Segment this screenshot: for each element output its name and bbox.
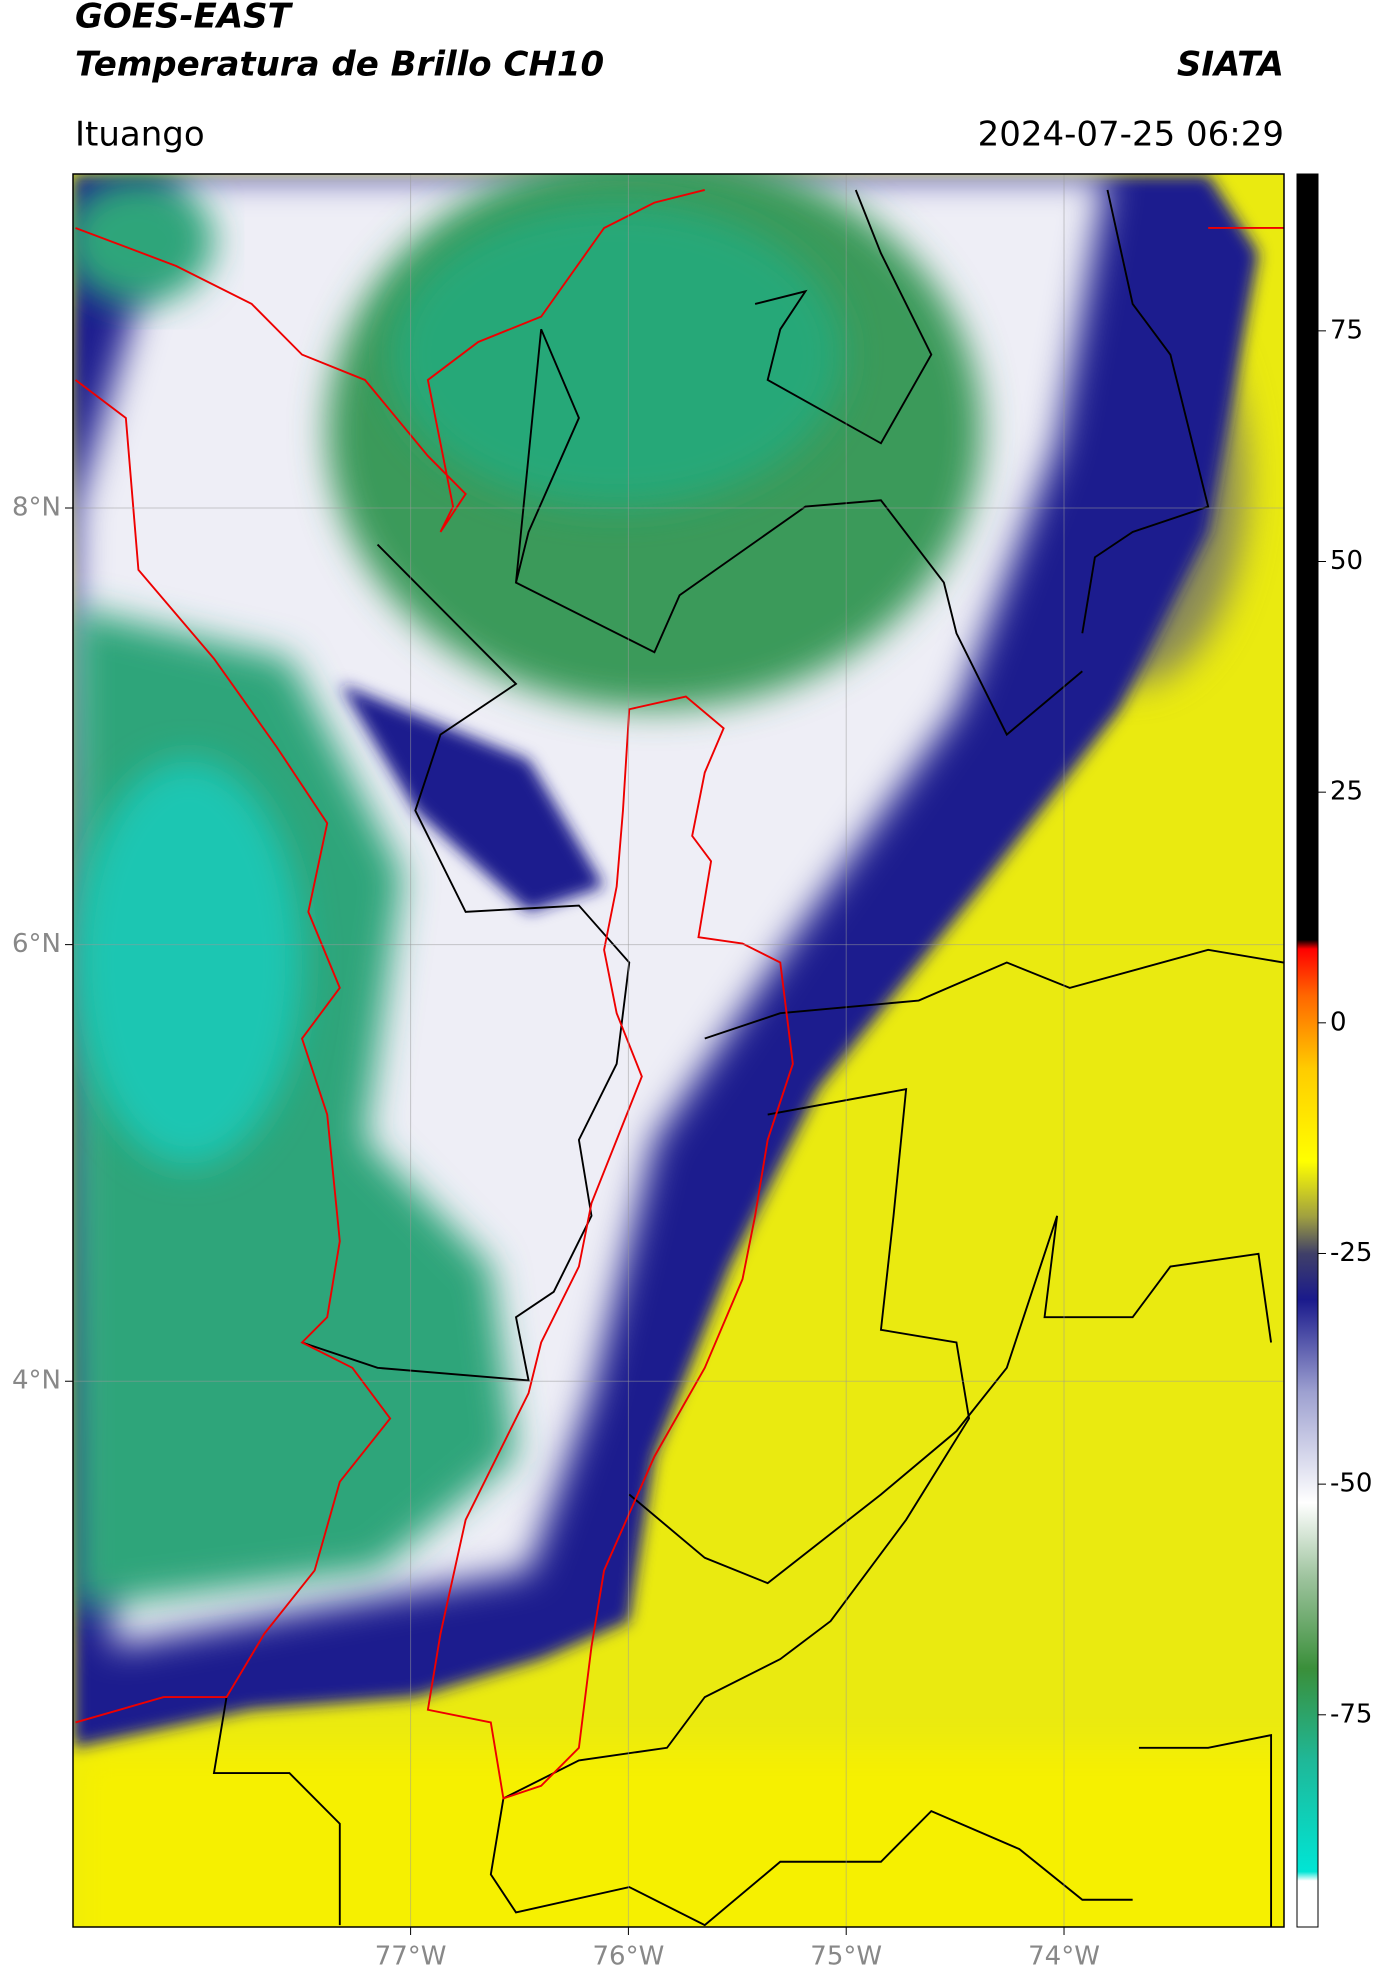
title: GOES-EAST xyxy=(75,0,294,37)
x-tick-label: 74°W xyxy=(1028,1942,1100,1972)
subtitle: Temperatura de Brillo CH10 xyxy=(75,45,604,85)
x-tick-label: 75°W xyxy=(810,1942,882,1972)
y-tick-label: 4°N xyxy=(12,1366,61,1396)
location: Ituango xyxy=(75,115,205,155)
timestamp: 2024-07-25 06:29 xyxy=(978,115,1284,155)
colorbar-tick-label: 75 xyxy=(1330,315,1363,345)
gridlines xyxy=(73,174,1284,1927)
colorbar-tick-label: 0 xyxy=(1330,1007,1347,1037)
brand: SIATA xyxy=(1177,45,1284,85)
x-tick-label: 76°W xyxy=(593,1942,665,1972)
colorbar-tick-label: -75 xyxy=(1330,1699,1372,1729)
x-tick-label: 77°W xyxy=(375,1942,447,1972)
colorbar-tick-label: 25 xyxy=(1330,777,1363,807)
colorbar: 75 50 25 0 -25 -50 -75 xyxy=(1296,173,1372,1928)
y-tick-label: 6°N xyxy=(12,929,61,959)
colorbar-tick-label: -25 xyxy=(1330,1238,1372,1268)
y-tick-label: 8°N xyxy=(12,493,61,523)
colorbar-scale xyxy=(1296,173,1319,1928)
colorbar-tick-label: -50 xyxy=(1330,1469,1372,1499)
plot-frame xyxy=(72,173,1285,1928)
map-image xyxy=(73,174,1284,1927)
colorbar-tick-label: 50 xyxy=(1330,546,1363,576)
